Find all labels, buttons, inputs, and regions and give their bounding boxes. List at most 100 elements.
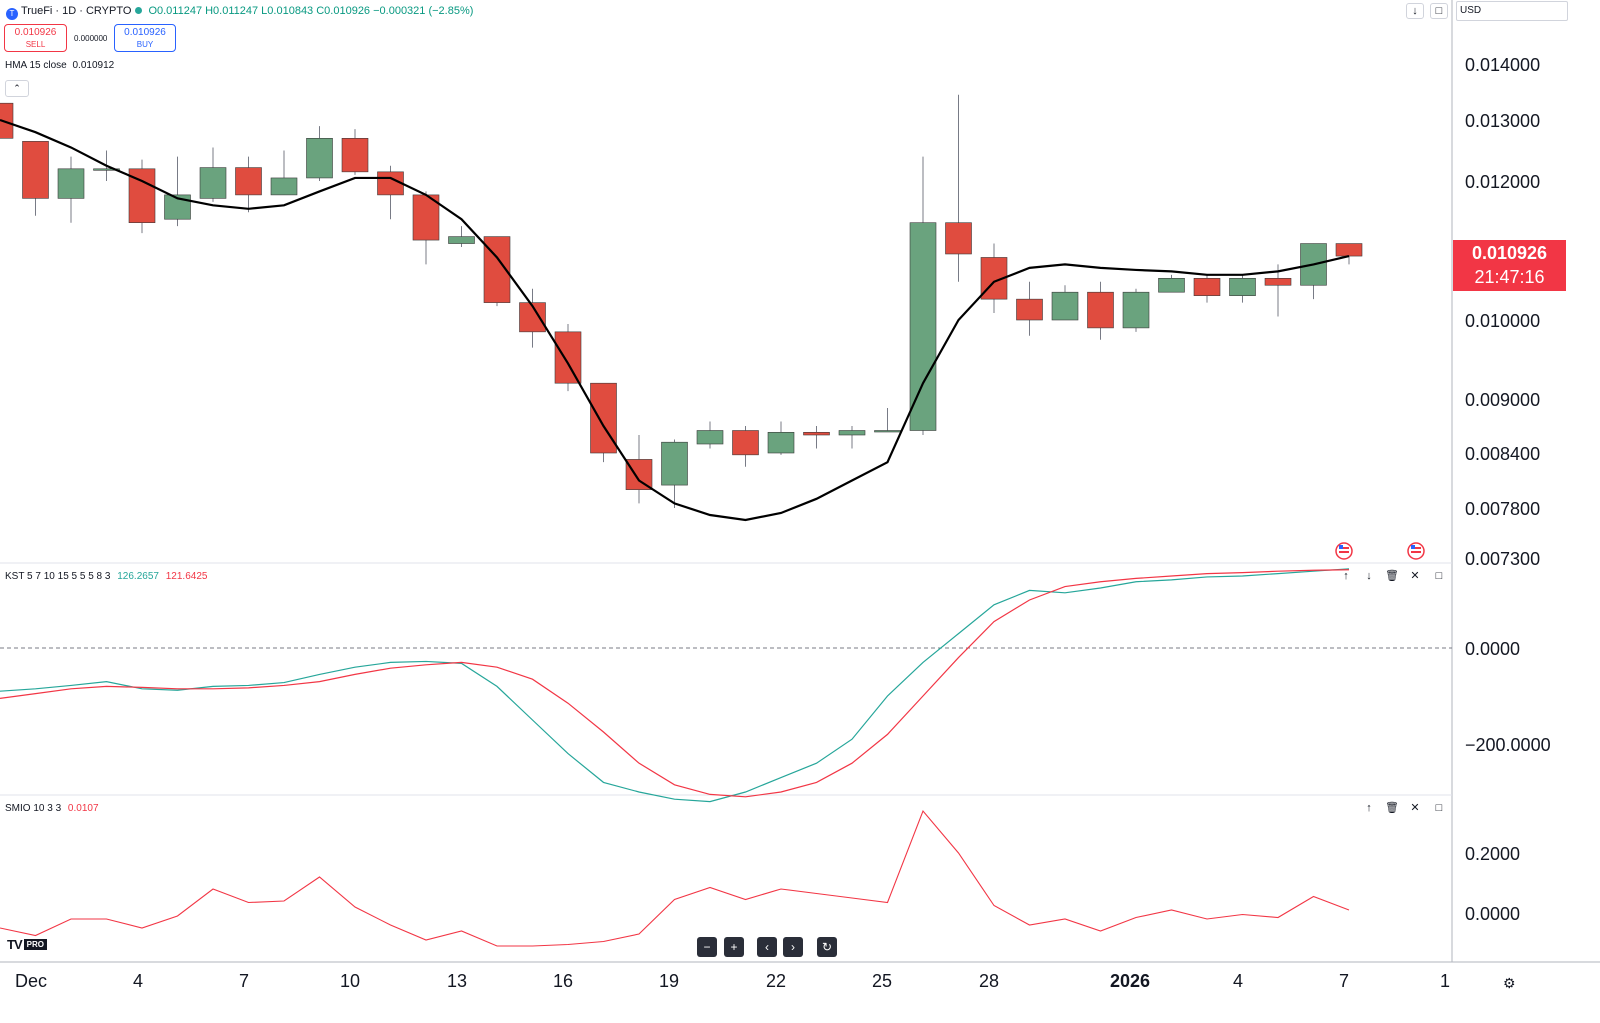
smio-line — [0, 809, 1350, 947]
smio-legend[interactable]: SMIO 10 3 3 0.0107 — [5, 803, 99, 814]
us-flag-icon — [1339, 545, 1343, 549]
kst-name: KST 5 7 10 15 5 5 5 8 3 — [5, 571, 111, 582]
price-tick-label: 0.013000 — [1465, 111, 1540, 131]
buy-price: 0.010926 — [124, 27, 166, 38]
us-flag-icon — [1339, 551, 1349, 553]
candle-body — [199, 167, 227, 199]
candle-body — [57, 168, 85, 199]
scroll-right-icon[interactable]: › — [783, 937, 803, 957]
arrow-down-icon[interactable]: ↓ — [1406, 3, 1424, 19]
candle-body — [838, 430, 866, 436]
candle-body — [1229, 277, 1256, 296]
currency-select[interactable]: USD — [1456, 1, 1568, 21]
zoom-out-icon[interactable]: − — [697, 937, 717, 957]
ohlc-values: O0.011247 H0.011247 L0.010843 C0.010926 … — [148, 5, 474, 17]
time-tick-label: 4 — [133, 971, 143, 991]
hma-value: 0.010912 — [72, 60, 115, 71]
candle-body — [235, 167, 262, 196]
tradingview-logo[interactable]: TV PRO — [7, 937, 47, 952]
collapse-pane-icon[interactable]: ✕ — [1410, 802, 1420, 814]
candle-body — [1158, 277, 1185, 293]
price-tick-label: 0.012000 — [1465, 172, 1540, 192]
hma-line — [0, 118, 1350, 522]
candle-body — [1051, 291, 1079, 321]
hma-legend[interactable]: HMA 15 close 0.010912 — [5, 60, 114, 71]
move-up-icon[interactable]: ↑ — [1366, 802, 1372, 814]
time-tick-label: 10 — [340, 971, 360, 991]
time-tick-label: 25 — [872, 971, 892, 991]
spread-value: 0.000000 — [74, 34, 108, 43]
trash-icon[interactable]: 🗑 — [1385, 570, 1399, 582]
chevron-up-icon[interactable]: ⌃ — [5, 80, 29, 97]
candle-body — [767, 431, 795, 454]
kst-tick-label: −200.0000 — [1465, 735, 1551, 755]
candle-body — [1016, 298, 1043, 321]
time-tick-label: 2026 — [1110, 971, 1150, 991]
maximize-pane-icon[interactable]: □ — [1435, 570, 1443, 582]
us-flag-icon — [1411, 547, 1421, 549]
countdown-label: 21:47:16 — [1474, 267, 1545, 287]
candle-body — [661, 441, 688, 486]
candle-body — [803, 431, 830, 436]
move-up-icon[interactable]: ↑ — [1343, 570, 1349, 582]
candle-body — [519, 302, 546, 333]
time-tick-label: 7 — [1339, 971, 1349, 991]
kst-value-2: 121.6425 — [165, 571, 208, 582]
move-down-icon[interactable]: ↓ — [1366, 570, 1372, 582]
candle-body — [590, 382, 617, 454]
maximize-icon[interactable]: □ — [1430, 3, 1448, 19]
smio-tick-label: 0.2000 — [1465, 844, 1520, 864]
zoom-in-icon[interactable]: + — [724, 937, 744, 957]
kst-signal-line — [0, 569, 1350, 798]
symbol-legend: T TrueFi · 1D · CRYPTO O0.011247 H0.011247… — [6, 5, 473, 20]
truefi-logo-icon: T — [6, 8, 18, 20]
sell-price: 0.010926 — [14, 27, 57, 38]
candle-body — [625, 459, 653, 490]
time-tick-label: 19 — [659, 971, 679, 991]
smio-value: 0.0107 — [67, 803, 99, 814]
candle-body — [945, 222, 972, 255]
trash-icon[interactable]: 🗑 — [1385, 802, 1399, 814]
candle-body — [412, 194, 440, 241]
candle-body — [270, 177, 298, 196]
candle-body — [306, 138, 333, 179]
scroll-left-icon[interactable]: ‹ — [757, 937, 777, 957]
price-tick-label: 0.014000 — [1465, 55, 1540, 75]
kst-value-1: 126.2657 — [117, 571, 159, 582]
symbol-title[interactable]: TrueFi · 1D · CRYPTO — [21, 5, 132, 17]
time-tick-label: 7 — [239, 971, 249, 991]
candle-body — [732, 430, 759, 456]
us-flag-icon — [1339, 547, 1349, 549]
candle-body — [1122, 291, 1150, 329]
buy-label: BUY — [136, 40, 154, 49]
smio-tick-label: 0.0000 — [1465, 904, 1520, 924]
price-tick-label: 0.008400 — [1465, 444, 1540, 464]
candle-body — [448, 236, 475, 244]
price-tick-label: 0.007800 — [1465, 499, 1540, 519]
maximize-pane-icon[interactable]: □ — [1435, 802, 1443, 814]
collapse-pane-icon[interactable]: ✕ — [1410, 570, 1420, 582]
last-price-label: 0.010926 — [1471, 243, 1548, 263]
candle-body — [696, 430, 724, 445]
smio-name: SMIO 10 3 3 — [5, 803, 62, 814]
sell-button[interactable]: 0.010926 SELL — [4, 24, 67, 52]
time-tick-label: 1 — [1440, 971, 1450, 991]
us-flag-icon — [1411, 551, 1421, 553]
candle-body — [0, 102, 14, 139]
candle-body — [1087, 291, 1114, 329]
candle-body — [1335, 243, 1363, 257]
candle-body — [341, 138, 369, 173]
candle-body — [1193, 277, 1221, 296]
hma-name: HMA 15 close — [5, 60, 67, 71]
candle-body — [22, 141, 49, 199]
price-tick-label: 0.007300 — [1465, 549, 1540, 569]
kst-tick-label: 0.0000 — [1465, 639, 1520, 659]
buy-button[interactable]: 0.010926 BUY — [114, 24, 176, 52]
reset-icon[interactable]: ↻ — [817, 937, 837, 957]
time-tick-label: Dec — [15, 971, 47, 991]
kst-legend[interactable]: KST 5 7 10 15 5 5 5 8 3 126.2657 121.642… — [5, 571, 207, 582]
gear-icon[interactable]: ⚙ — [1503, 975, 1516, 991]
candle-body — [1264, 277, 1292, 286]
market-status-icon — [135, 7, 143, 14]
